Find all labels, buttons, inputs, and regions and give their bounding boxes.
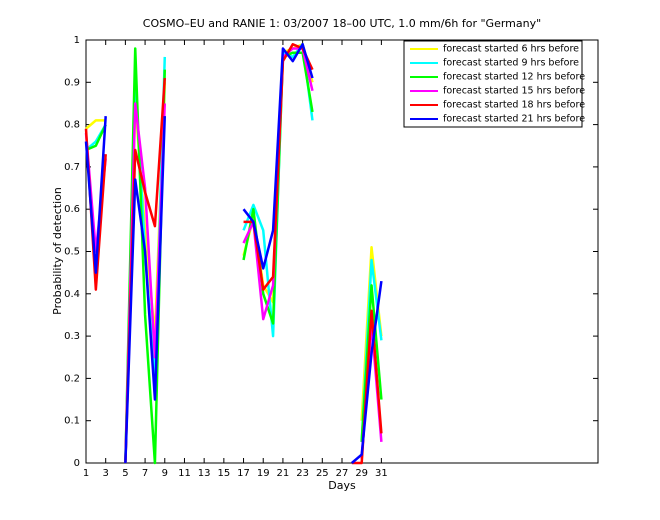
legend-label: forecast started 18 hrs before (443, 100, 585, 111)
chart-title: COSMO–EU and RANIE 1: 03/2007 18–00 UTC,… (143, 17, 541, 30)
x-tick-label: 31 (375, 468, 388, 479)
x-tick-label: 5 (122, 468, 128, 479)
y-tick-label: 0.7 (64, 162, 80, 173)
x-tick-label: 29 (355, 468, 368, 479)
y-tick-label: 0.5 (64, 247, 80, 258)
legend-label: forecast started 12 hrs before (443, 72, 585, 83)
series-line (85, 47, 383, 465)
y-tick-label: 0.8 (64, 120, 80, 131)
x-tick-label: 25 (316, 468, 329, 479)
y-tick-label: 0.6 (64, 204, 80, 215)
x-tick-label: 1 (83, 468, 89, 479)
legend-label: forecast started 21 hrs before (443, 114, 585, 125)
x-tick-label: 23 (296, 468, 309, 479)
legend-box (403, 40, 583, 128)
y-tick-label: 0.2 (64, 373, 80, 384)
series-line (84, 42, 383, 464)
x-tick-label: 11 (178, 468, 191, 479)
y-tick-label: 0.9 (64, 77, 80, 88)
legend-label: forecast started 15 hrs before (443, 86, 585, 97)
x-tick-label: 3 (103, 468, 109, 479)
x-tick-label: 7 (142, 468, 148, 479)
x-axis-label: Days (328, 479, 356, 492)
x-tick-label: 17 (237, 468, 250, 479)
x-tick-label: 13 (198, 468, 211, 479)
x-tick-label: 9 (162, 468, 168, 479)
legend: forecast started 6 hrs before forecast st… (403, 40, 585, 128)
x-tick-label: 19 (257, 468, 270, 479)
x-tick-label: 27 (336, 468, 349, 479)
x-tick-label: 15 (217, 468, 230, 479)
y-tick-label: 0.3 (64, 331, 80, 342)
y-tick-label: 0 (74, 458, 80, 469)
y-tick-label: 0.1 (64, 416, 80, 427)
x-tick-label: 21 (277, 468, 290, 479)
y-tick-label: 1 (74, 35, 80, 46)
legend-label: forecast started 6 hrs before (443, 44, 579, 55)
series-line (84, 47, 383, 464)
y-tick-label: 0.4 (64, 289, 80, 300)
series-line (84, 42, 383, 465)
y-axis-label: Probability of detection (51, 187, 64, 315)
legend-label: forecast started 9 hrs before (443, 58, 579, 69)
